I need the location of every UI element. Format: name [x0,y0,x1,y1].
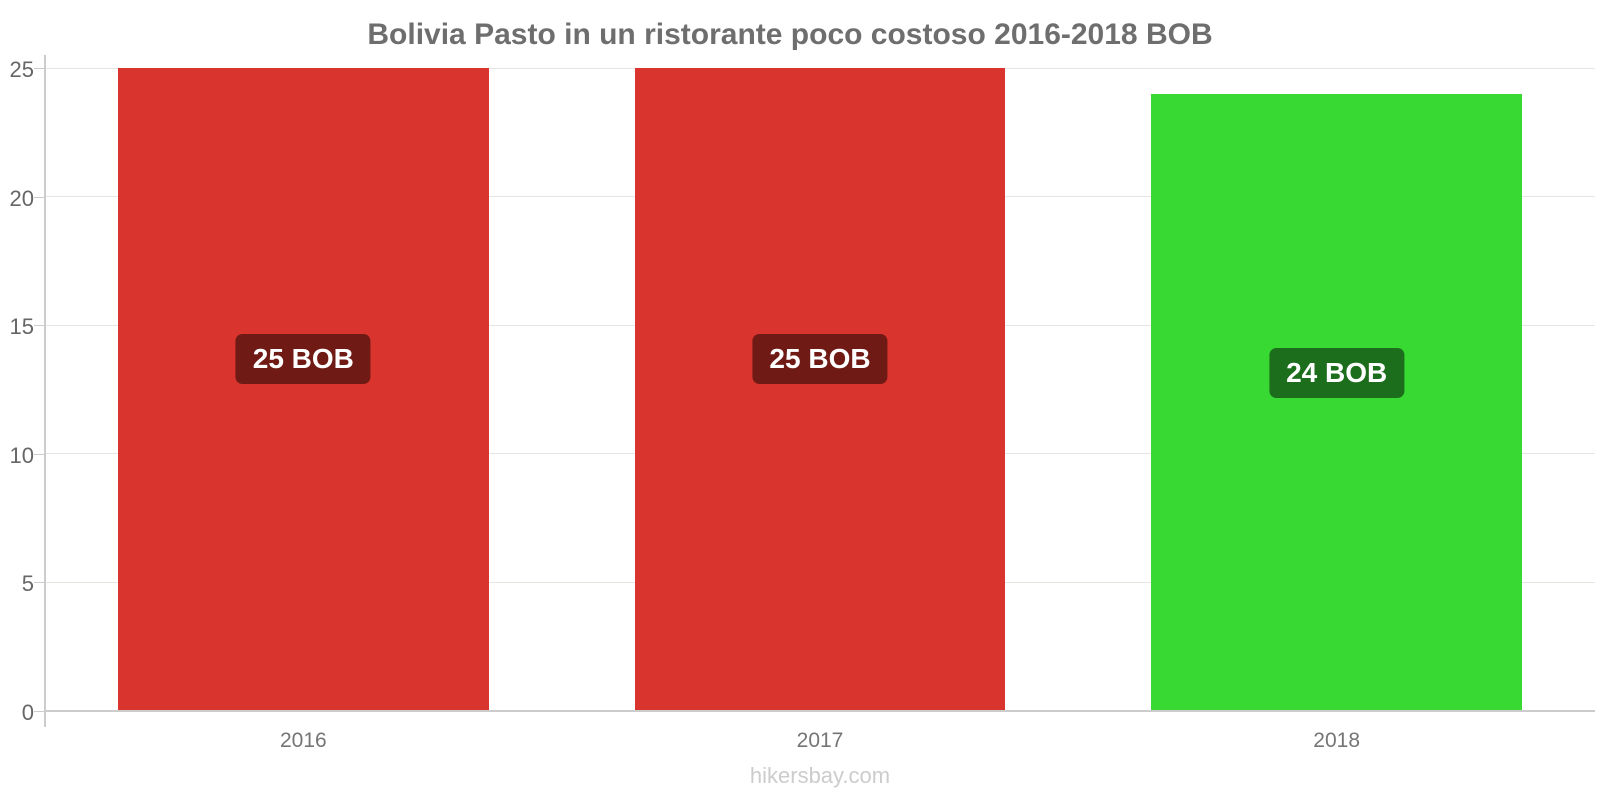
chart-title: Bolivia Pasto in un ristorante poco cost… [367,18,1213,51]
y-axis-line [44,55,46,727]
bar-value-label-2017: 25 BOB [752,334,888,385]
y-tick-mark [34,196,45,198]
y-tick-mark [34,582,45,584]
bar-value-label-2018: 24 BOB [1269,348,1405,399]
x-axis-line [45,710,1595,712]
y-tick-label: 5 [21,571,34,597]
y-tick-mark [34,711,45,712]
y-tick-mark [34,453,45,455]
x-tick-label-2016: 2016 [279,729,327,752]
x-tick-label-2018: 2018 [1313,729,1361,752]
y-tick-label: 0 [21,700,34,725]
y-tick-mark [34,68,45,69]
bar-2017 [634,68,1006,711]
bar-value-label-2016: 25 BOB [235,334,371,385]
bar-2018 [1151,93,1523,711]
bar-2016 [117,68,489,711]
y-tick-label: 10 [9,442,34,468]
y-tick-label: 25 [9,57,34,82]
x-tick-label-2017: 2017 [796,729,844,752]
y-tick-label: 20 [9,185,34,211]
watermark-text: hikersbay.com [749,763,891,788]
y-tick-label: 15 [9,314,34,340]
y-tick-mark [34,325,45,327]
